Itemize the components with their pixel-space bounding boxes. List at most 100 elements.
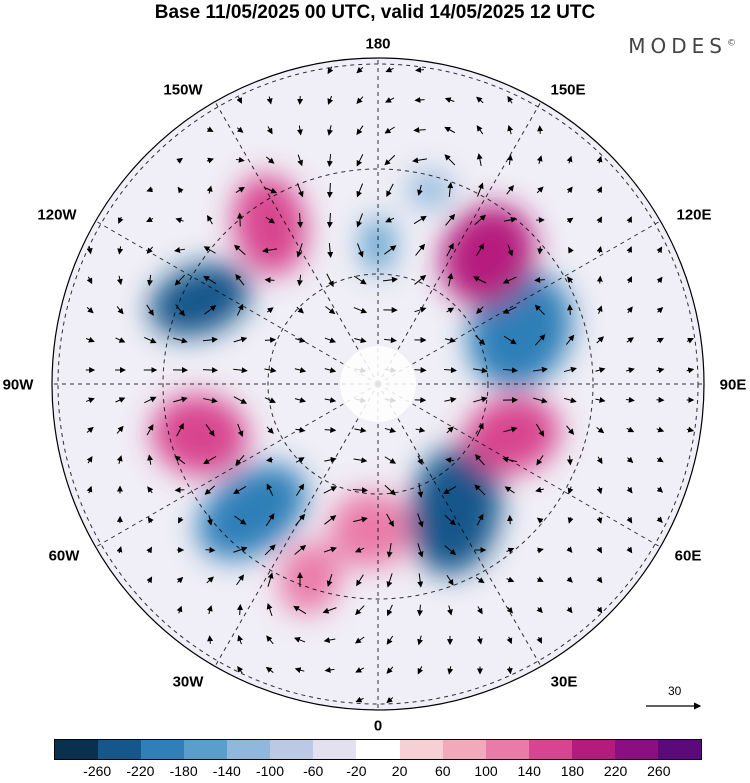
wind-vector (444, 126, 456, 134)
colorbar-tick-label: -60 (303, 763, 324, 779)
reference-vector-label: 30 (668, 684, 682, 698)
wind-vector (356, 574, 364, 587)
wind-vector (293, 605, 307, 615)
wind-vector (536, 606, 543, 614)
wind-vector (206, 157, 214, 164)
wind-vector (502, 367, 518, 374)
wind-vector (384, 245, 397, 255)
wind-vector (236, 96, 242, 104)
wind-vector (266, 426, 274, 434)
wind-vector (86, 276, 93, 285)
wind-vector (413, 215, 427, 225)
wind-vector (384, 427, 397, 433)
positive-anomaly (279, 542, 341, 614)
wind-vector (595, 396, 606, 403)
wind-vector (446, 426, 454, 434)
wind-vector (323, 486, 338, 494)
wind-vector (205, 546, 216, 553)
wind-vector (384, 484, 396, 496)
wind-vector (568, 246, 574, 254)
wind-vector (656, 307, 664, 314)
wind-vector (235, 454, 245, 466)
wind-vector (324, 367, 337, 374)
colorbar-cell (141, 740, 185, 759)
wind-vector (386, 696, 394, 704)
wind-vector (385, 97, 395, 103)
wind-vector (503, 335, 517, 345)
wind-vector (386, 543, 393, 558)
wind-vector (234, 244, 246, 256)
wind-vector (86, 246, 93, 255)
wind-vector (357, 243, 364, 258)
wind-vector (296, 183, 304, 198)
wind-vector (656, 337, 664, 344)
wind-vector (686, 338, 694, 344)
colorbar-tick-label: 260 (647, 763, 671, 779)
colorbar-cell (98, 740, 142, 759)
colorbar-tick-label: -100 (255, 763, 285, 779)
wind-vector (327, 66, 334, 75)
lon-label-120e: 120E (676, 206, 712, 224)
wind-vector (355, 696, 364, 703)
lon-label-60w: 60W (48, 547, 80, 565)
wind-vector (325, 306, 336, 315)
wind-vector (264, 397, 276, 403)
wind-vector (237, 423, 244, 438)
wind-vector (234, 515, 247, 525)
wind-vector (294, 367, 307, 373)
wind-vector (207, 515, 213, 526)
map-title: Base 11/05/2025 00 UTC, valid 14/05/2025… (154, 2, 596, 23)
wind-vector (566, 217, 574, 224)
wind-vector (174, 274, 185, 286)
wind-vector (596, 576, 603, 584)
colorbar-cell (184, 740, 228, 759)
wind-vector (206, 185, 213, 194)
wind-vector (295, 337, 306, 343)
meridian-line (377, 383, 665, 550)
wind-vector (116, 275, 123, 286)
wind-vector (596, 606, 603, 614)
wind-vector (566, 425, 575, 435)
colorbar-tick-label: -140 (212, 763, 241, 779)
copyright-mark: © (727, 38, 736, 49)
wind-vector (596, 336, 605, 344)
latitude-circle (162, 168, 594, 600)
wind-vector (626, 216, 632, 224)
wind-vector (565, 334, 575, 345)
wind-vector (324, 397, 337, 404)
wind-vector (534, 304, 545, 316)
wind-vector (537, 125, 544, 134)
meridian-line (377, 97, 544, 385)
wind-vector (446, 242, 454, 257)
wind-vector (656, 367, 665, 374)
wind-vector (507, 514, 514, 525)
wind-vector (266, 635, 274, 645)
wind-vector (353, 516, 368, 523)
wind-vector (507, 124, 514, 135)
wind-vector (116, 306, 124, 315)
wind-vector (626, 426, 635, 433)
wind-vector (506, 666, 513, 675)
wind-vector (263, 186, 277, 194)
wind-vector (385, 216, 395, 223)
positive-anomaly (152, 394, 248, 476)
wind-vector (233, 396, 248, 404)
wind-vector (414, 274, 427, 285)
wind-vector (202, 336, 218, 343)
wind-vector (205, 424, 215, 437)
wind-vector (386, 635, 394, 645)
wind-vector (294, 397, 306, 403)
wind-vector (295, 513, 306, 526)
wind-vector (235, 273, 245, 286)
colorbar-tick-label: 20 (391, 763, 408, 779)
meridian-line (212, 97, 379, 385)
colorbar-ticks: -260 -220 -180 -140 -100 -60 -20 20 60 100 140 180 2… (54, 763, 702, 781)
wind-vector (626, 306, 633, 314)
wind-vector (596, 546, 602, 554)
wind-vector (596, 516, 603, 524)
wind-vector (476, 422, 484, 437)
wind-vector (173, 337, 188, 344)
wind-vector (233, 367, 248, 374)
lon-label-60e: 60E (674, 547, 702, 565)
wind-vector (236, 156, 245, 163)
